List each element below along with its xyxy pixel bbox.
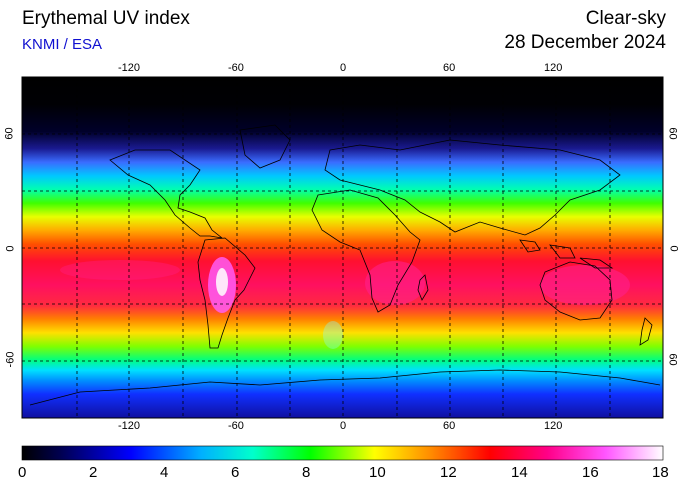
lon-tick-top: -120	[118, 62, 141, 74]
sky-condition-label: Clear-sky	[585, 8, 666, 29]
graticule	[22, 77, 663, 418]
colorbar-label: 0	[18, 464, 27, 481]
map-date: 28 December 2024	[504, 32, 666, 53]
colorbar-label: 4	[160, 464, 169, 481]
colorbar	[21, 445, 664, 461]
colorbar-label: 6	[231, 464, 240, 481]
colorbar-label: 18	[652, 464, 669, 481]
lon-tick-bottom: -120	[118, 420, 141, 432]
lon-tick-top: 0	[340, 62, 347, 74]
coastlines	[29, 124, 661, 406]
lat-tick-left: 0	[4, 245, 17, 252]
lon-tick-top: -60	[228, 62, 244, 74]
colorbar-label: 2	[89, 464, 98, 481]
lon-tick-top: 60	[443, 62, 456, 74]
colorbar-label: 12	[440, 464, 457, 481]
lat-tick-left: -60	[4, 351, 17, 368]
lon-tick-bottom: -60	[228, 420, 244, 432]
lat-tick-right: 0	[667, 245, 680, 252]
colorbar-label: 10	[369, 464, 386, 481]
lon-tick-bottom: 60	[443, 420, 456, 432]
lon-tick-top: 120	[544, 62, 563, 74]
lat-tick-right: 60	[666, 353, 679, 366]
map-title: Erythemal UV index	[22, 8, 190, 29]
colorbar-label: 14	[511, 464, 528, 481]
lon-tick-bottom: 0	[340, 420, 347, 432]
lat-tick-right: 60	[666, 127, 679, 140]
map-source: KNMI / ESA	[22, 36, 103, 53]
colorbar-label: 8	[302, 464, 311, 481]
map-frame	[21, 76, 664, 419]
lat-tick-left: 60	[3, 127, 16, 140]
colorbar-label: 16	[582, 464, 599, 481]
lon-tick-bottom: 120	[544, 420, 563, 432]
